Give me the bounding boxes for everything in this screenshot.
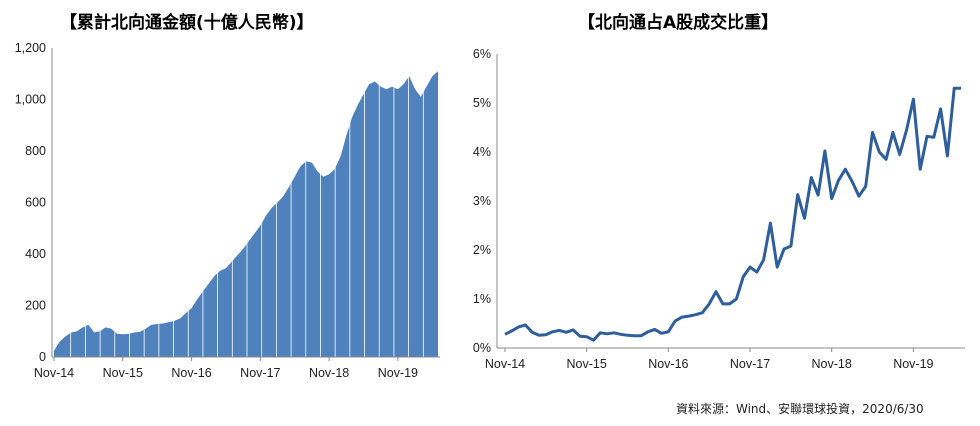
share-line xyxy=(504,86,961,342)
cumulative-area xyxy=(54,71,438,357)
x-tick-label: Nov-17 xyxy=(730,357,770,371)
source-note: 資料來源：Wind、安聯環球投資，2020/6/30 xyxy=(676,402,924,416)
y-tick-label: 0 xyxy=(39,350,46,364)
x-tick-label: Nov-17 xyxy=(240,366,280,380)
y-tick-label: 1,000 xyxy=(15,93,46,107)
x-tick-label: Nov-18 xyxy=(309,366,349,380)
y-tick-label: 5% xyxy=(473,96,491,110)
y-tick-label: 4% xyxy=(473,145,491,159)
y-tick-label: 1,200 xyxy=(15,41,46,55)
y-tick-label: 800 xyxy=(25,144,46,158)
x-tick-label: Nov-14 xyxy=(485,357,525,371)
y-tick-label: 600 xyxy=(25,196,46,210)
y-tick-label: 400 xyxy=(25,247,46,261)
cumulative-northbound-area-chart: 0 200 400 600 800 1,000 1,200 Nov-14 Nov-15 Nov-1… xyxy=(15,41,440,380)
x-tick-label: Nov-15 xyxy=(567,357,607,371)
x-tick-label: Nov-19 xyxy=(378,366,418,380)
x-tick-label: Nov-15 xyxy=(103,366,143,380)
y-tick-label: 1% xyxy=(473,292,491,306)
y-tick-label: 3% xyxy=(473,194,491,208)
northbound-share-chart-title: 【北向通占A股成交比重】 xyxy=(578,13,779,33)
y-tick-label: 0% xyxy=(473,341,491,355)
x-tick-label: Nov-14 xyxy=(34,366,74,380)
cumulative-northbound-chart-title: 【累計北向通金額(十億人民幣)】 xyxy=(60,13,314,33)
x-tick-label: Nov-19 xyxy=(893,357,933,371)
northbound-share-line-chart: 0% 1% 2% 3% 4% 5% 6% Nov-14 Nov-15 Nov-16 Nov-17 No… xyxy=(473,47,965,371)
x-tick-label: Nov-16 xyxy=(648,357,688,371)
y-tick-label: 6% xyxy=(473,47,491,61)
y-tick-label: 2% xyxy=(473,243,491,257)
x-tick-label: Nov-16 xyxy=(171,366,211,380)
x-tick-label: Nov-18 xyxy=(812,357,852,371)
y-tick-label: 200 xyxy=(25,299,46,313)
